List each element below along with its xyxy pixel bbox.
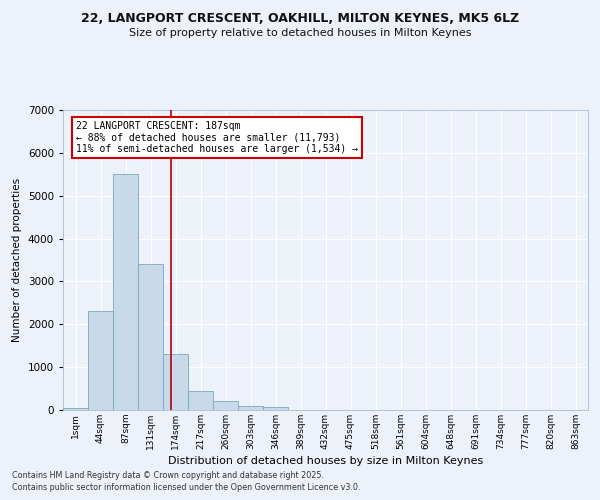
Bar bbox=[238, 406, 263, 410]
Text: Size of property relative to detached houses in Milton Keynes: Size of property relative to detached ho… bbox=[129, 28, 471, 38]
Bar bbox=[113, 174, 138, 410]
X-axis label: Distribution of detached houses by size in Milton Keynes: Distribution of detached houses by size … bbox=[168, 456, 483, 466]
Bar bbox=[188, 390, 213, 410]
Bar bbox=[213, 402, 238, 410]
Bar bbox=[163, 354, 188, 410]
Bar bbox=[63, 408, 88, 410]
Bar bbox=[138, 264, 163, 410]
Text: Contains HM Land Registry data © Crown copyright and database right 2025.: Contains HM Land Registry data © Crown c… bbox=[12, 471, 324, 480]
Text: Contains public sector information licensed under the Open Government Licence v3: Contains public sector information licen… bbox=[12, 484, 361, 492]
Y-axis label: Number of detached properties: Number of detached properties bbox=[12, 178, 22, 342]
Bar bbox=[88, 312, 113, 410]
Text: 22, LANGPORT CRESCENT, OAKHILL, MILTON KEYNES, MK5 6LZ: 22, LANGPORT CRESCENT, OAKHILL, MILTON K… bbox=[81, 12, 519, 26]
Bar bbox=[263, 408, 288, 410]
Text: 22 LANGPORT CRESCENT: 187sqm
← 88% of detached houses are smaller (11,793)
11% o: 22 LANGPORT CRESCENT: 187sqm ← 88% of de… bbox=[76, 120, 358, 154]
